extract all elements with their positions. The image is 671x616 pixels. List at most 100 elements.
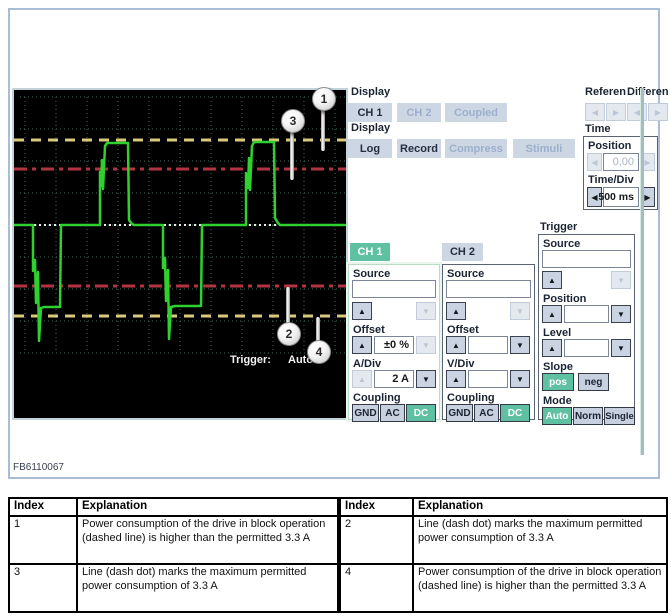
table-row: 1 Power consumption of the drive in bloc… — [8, 515, 339, 565]
arrow-right-icon: ▶ — [654, 107, 662, 117]
arrow-down-icon: ▼ — [422, 306, 430, 316]
referen-next-button[interactable]: ▶ — [606, 103, 626, 121]
trigger-level-up-button[interactable]: ▲ — [542, 339, 562, 357]
scope-canvas — [14, 96, 346, 354]
ch2-offset-up-button[interactable]: ▲ — [446, 336, 466, 354]
ch2-offset-field[interactable] — [468, 336, 508, 354]
tab-ch1[interactable]: CH 1 — [350, 243, 390, 261]
ch2-vdiv-up-button[interactable]: ▲ — [446, 370, 466, 388]
arrow-right-icon: ▶ — [612, 107, 620, 117]
trigger-mode-norm-button[interactable]: Norm — [573, 407, 603, 425]
ch2-source-down-button[interactable]: ▼ — [510, 302, 530, 320]
app-window-edge — [640, 88, 644, 455]
index-cell: 3 — [8, 563, 78, 613]
ch1-source-up-button[interactable]: ▲ — [352, 302, 372, 320]
ch1-adiv-down-button[interactable]: ▼ — [416, 370, 436, 388]
arrow-down-icon: ▼ — [617, 275, 625, 285]
time-position-field[interactable]: 0,00 — [603, 153, 639, 171]
ch1-source-down-button[interactable]: ▼ — [416, 302, 436, 320]
slope-neg-button[interactable]: neg — [578, 373, 609, 391]
trigger-slope-label: Slope — [543, 361, 573, 373]
arrow-up-icon: ▲ — [358, 340, 366, 350]
callout-2-stem — [286, 287, 290, 325]
ch1-offset-down-button[interactable]: ▼ — [416, 336, 436, 354]
ch1-offset-field[interactable]: ±0 % — [374, 336, 414, 354]
arrow-up-icon: ▲ — [358, 306, 366, 316]
ch1-coupling-ac-button[interactable]: AC — [380, 404, 405, 422]
arrow-left-icon: ◀ — [591, 157, 598, 167]
ch2-offset-down-button[interactable]: ▼ — [510, 336, 530, 354]
trigger-level-field[interactable] — [564, 339, 609, 357]
ch1-coupling-label: Coupling — [353, 392, 401, 404]
referen-prev-button[interactable]: ◀ — [585, 103, 605, 121]
display-mode-label: Display — [351, 122, 391, 134]
trigger-source-input[interactable] — [542, 250, 631, 268]
differen-prev-button[interactable]: ◀ — [627, 103, 647, 121]
callout-2: 2 — [277, 322, 301, 346]
callout-1-stem — [321, 100, 325, 151]
trigger-source-up-button[interactable]: ▲ — [542, 271, 562, 289]
ch2-source-input[interactable] — [446, 280, 531, 298]
tab-ch2[interactable]: CH 2 — [442, 243, 483, 261]
mode-log-button[interactable]: Log — [348, 139, 392, 158]
time-position-decrease-button[interactable]: ◀ — [587, 153, 602, 171]
ch1-coupling-gnd-button[interactable]: GND — [352, 404, 379, 422]
index-header: Index — [339, 497, 414, 517]
arrow-up-icon: ▲ — [548, 343, 556, 353]
callout-4-stem — [316, 317, 320, 343]
trigger-position-field[interactable] — [564, 305, 609, 323]
explanation-header: Explanation — [76, 497, 339, 517]
ch2-source-up-button[interactable]: ▲ — [446, 302, 466, 320]
ch2-vdiv-down-button[interactable]: ▼ — [510, 370, 530, 388]
index-cell: 2 — [339, 515, 414, 565]
callout-3-stem — [290, 122, 294, 180]
table-row: 4 Power consumption of the drive in bloc… — [339, 563, 668, 613]
current-waveform — [14, 140, 346, 343]
differen-next-button[interactable]: ▶ — [648, 103, 668, 121]
mode-stimuli-button[interactable]: Stimuli — [513, 139, 575, 158]
arrow-up-icon: ▲ — [452, 374, 460, 384]
ch2-offset-label: Offset — [447, 324, 479, 336]
figure-panel: Trigger: Auto 1 3 2 4 Display CH 1 CH 2 … — [8, 8, 669, 479]
arrow-down-icon: ▼ — [617, 343, 625, 353]
mode-record-button[interactable]: Record — [397, 139, 441, 158]
channel-ch2-button[interactable]: CH 2 — [397, 103, 441, 122]
ch1-source-label: Source — [353, 268, 391, 280]
channel-coupled-button[interactable]: Coupled — [445, 103, 507, 122]
explanation-cell: Line (dash dot) marks the maximum permit… — [76, 563, 339, 613]
ch2-vdiv-field[interactable] — [468, 370, 508, 388]
arrow-right-icon: ▶ — [644, 157, 651, 167]
mode-compress-button[interactable]: Compress — [445, 139, 507, 158]
trigger-source-down-button[interactable]: ▼ — [611, 271, 631, 289]
channel-ch1-button[interactable]: CH 1 — [348, 103, 392, 122]
ch1-adiv-field[interactable]: 2 A — [374, 370, 414, 388]
arrow-down-icon: ▼ — [516, 306, 524, 316]
explanation-table-left: Index Explanation 1 Power consumption of… — [8, 497, 339, 613]
timediv-label: Time/Div — [588, 174, 634, 186]
arrow-up-icon: ▲ — [452, 306, 460, 316]
trigger-mode-single-button[interactable]: Single — [604, 407, 635, 425]
trigger-source-label: Source — [543, 238, 581, 250]
ch2-coupling-ac-button[interactable]: AC — [474, 404, 499, 422]
explanation-cell: Line (dash dot) marks the maximum permit… — [412, 515, 668, 565]
timediv-decrease-button[interactable]: ◀ — [587, 187, 602, 207]
trigger-position-up-button[interactable]: ▲ — [542, 305, 562, 323]
slope-pos-button[interactable]: pos — [542, 373, 574, 391]
table-row: 3 Line (dash dot) marks the maximum perm… — [8, 563, 339, 613]
ch1-source-input[interactable] — [352, 280, 436, 298]
ch2-source-label: Source — [447, 268, 485, 280]
trigger-mode-auto-button[interactable]: Auto — [542, 407, 572, 425]
ch2-coupling-gnd-button[interactable]: GND — [446, 404, 473, 422]
explanation-table-right: Index Explanation 2 Line (dash dot) mark… — [339, 497, 668, 613]
arrow-left-icon: ◀ — [633, 107, 641, 117]
ch2-coupling-dc-button[interactable]: DC — [500, 404, 530, 422]
ch1-adiv-up-button[interactable]: ▲ — [352, 370, 372, 388]
trigger-level-down-button[interactable]: ▼ — [611, 339, 631, 357]
explanation-cell: Power consumption of the drive in block … — [412, 563, 668, 613]
display-channels-label: Display — [351, 86, 391, 98]
trigger-position-down-button[interactable]: ▼ — [611, 305, 631, 323]
ch1-offset-up-button[interactable]: ▲ — [352, 336, 372, 354]
ch1-coupling-dc-button[interactable]: DC — [406, 404, 436, 422]
timediv-field[interactable]: 500 ms — [598, 187, 639, 207]
callout-1: 1 — [312, 87, 336, 111]
